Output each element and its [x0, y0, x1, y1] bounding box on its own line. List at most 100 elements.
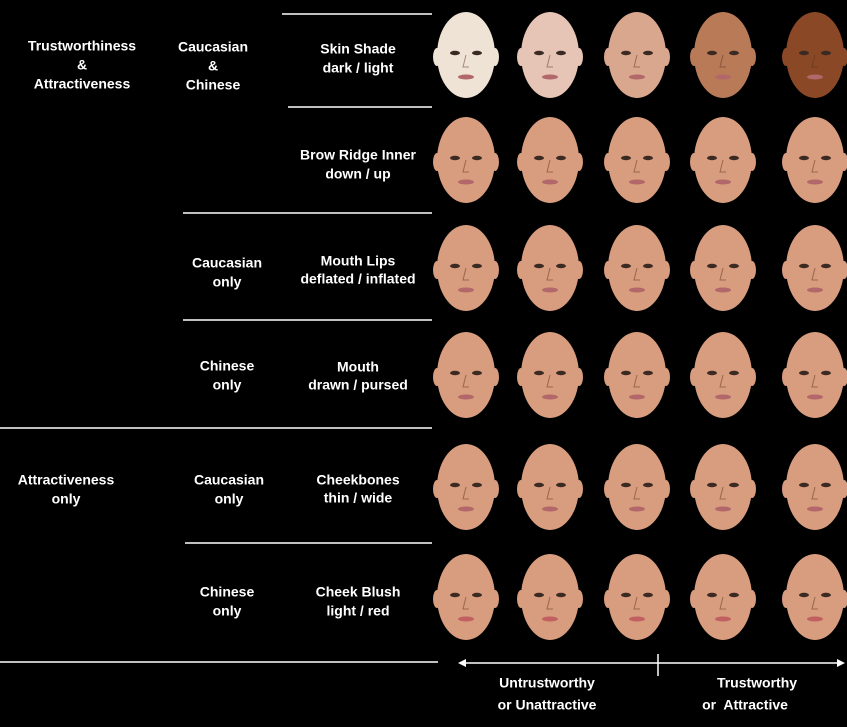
- face-ear: [517, 590, 525, 608]
- face-nose: [811, 159, 818, 173]
- face-eye: [534, 482, 544, 488]
- face-nose: [811, 374, 818, 388]
- face-eye: [799, 263, 809, 269]
- face-eye: [556, 155, 566, 161]
- subgroup-label: only: [213, 603, 242, 619]
- face-ear: [575, 368, 583, 386]
- face-nose: [719, 54, 726, 68]
- face: [690, 12, 756, 98]
- face: [517, 444, 583, 530]
- face-eye: [472, 155, 482, 161]
- face: [782, 444, 847, 530]
- face-ear: [782, 368, 790, 386]
- face-eye: [799, 155, 809, 161]
- face-eye: [707, 50, 717, 56]
- face-nose: [719, 267, 726, 281]
- face-eye: [556, 263, 566, 269]
- face-nose: [719, 486, 726, 500]
- face: [604, 12, 670, 98]
- face-nose: [546, 596, 553, 610]
- face-nose: [462, 486, 469, 500]
- face-eye: [534, 370, 544, 376]
- face-nose: [633, 159, 640, 173]
- face-eye: [799, 370, 809, 376]
- face-eye: [621, 370, 631, 376]
- group-label: Attractiveness: [18, 472, 115, 488]
- face-mouth: [715, 616, 731, 622]
- face-ear: [662, 153, 670, 171]
- face-ear: [575, 480, 583, 498]
- face-mouth: [629, 74, 645, 80]
- face-ear: [433, 368, 441, 386]
- face-ear: [840, 261, 847, 279]
- face-nose: [719, 374, 726, 388]
- face-mouth: [807, 74, 823, 80]
- face-mouth: [715, 74, 731, 80]
- face-eye: [556, 482, 566, 488]
- face-ear: [517, 368, 525, 386]
- face-mouth: [542, 179, 558, 185]
- face-nose: [719, 596, 726, 610]
- face-ear: [433, 261, 441, 279]
- face-ear: [662, 590, 670, 608]
- feature-label: deflated / inflated: [300, 271, 415, 287]
- face-mouth: [715, 179, 731, 185]
- face-eye: [821, 370, 831, 376]
- face-mouth: [807, 616, 823, 622]
- face-mouth: [807, 287, 823, 293]
- face-ear: [491, 480, 499, 498]
- face-eye: [556, 370, 566, 376]
- face-ear: [748, 590, 756, 608]
- face-ear: [604, 48, 612, 66]
- face-ear: [662, 48, 670, 66]
- face-eye: [472, 50, 482, 56]
- face-nose: [546, 267, 553, 281]
- face-ear: [662, 480, 670, 498]
- face: [604, 444, 670, 530]
- face-mouth: [458, 616, 474, 622]
- face: [433, 117, 499, 203]
- face-nose: [462, 374, 469, 388]
- face: [433, 554, 499, 640]
- face-nose: [811, 596, 818, 610]
- face-eye: [643, 370, 653, 376]
- face-ear: [491, 590, 499, 608]
- face-ear: [517, 153, 525, 171]
- face: [433, 444, 499, 530]
- face-ear: [840, 480, 847, 498]
- face-eye: [534, 263, 544, 269]
- face-eye: [450, 482, 460, 488]
- face: [782, 332, 847, 418]
- face-ear: [517, 261, 525, 279]
- face-eye: [450, 370, 460, 376]
- face-nose: [633, 486, 640, 500]
- subgroup-label: Caucasian: [194, 472, 264, 488]
- face-ear: [517, 48, 525, 66]
- face-ear: [690, 153, 698, 171]
- face-ear: [604, 368, 612, 386]
- face-mouth: [458, 394, 474, 400]
- face-eye: [729, 50, 739, 56]
- face-eye: [643, 263, 653, 269]
- face-eye: [472, 482, 482, 488]
- feature-label: Skin Shade: [320, 41, 396, 57]
- face: [517, 332, 583, 418]
- subgroup-label: only: [213, 377, 242, 393]
- face-mouth: [715, 394, 731, 400]
- face-ear: [575, 153, 583, 171]
- face-ear: [690, 368, 698, 386]
- subgroup-label: Chinese: [186, 77, 241, 93]
- face-nose: [546, 159, 553, 173]
- face-eye: [707, 370, 717, 376]
- face: [604, 554, 670, 640]
- axis-label: or Attractive: [702, 697, 788, 713]
- face-ear: [604, 590, 612, 608]
- feature-label: dark / light: [323, 60, 394, 76]
- group-label: Attractiveness: [34, 76, 131, 92]
- face-ear: [604, 480, 612, 498]
- face: [782, 554, 847, 640]
- face-nose: [462, 267, 469, 281]
- face-mouth: [542, 616, 558, 622]
- face-nose: [811, 267, 818, 281]
